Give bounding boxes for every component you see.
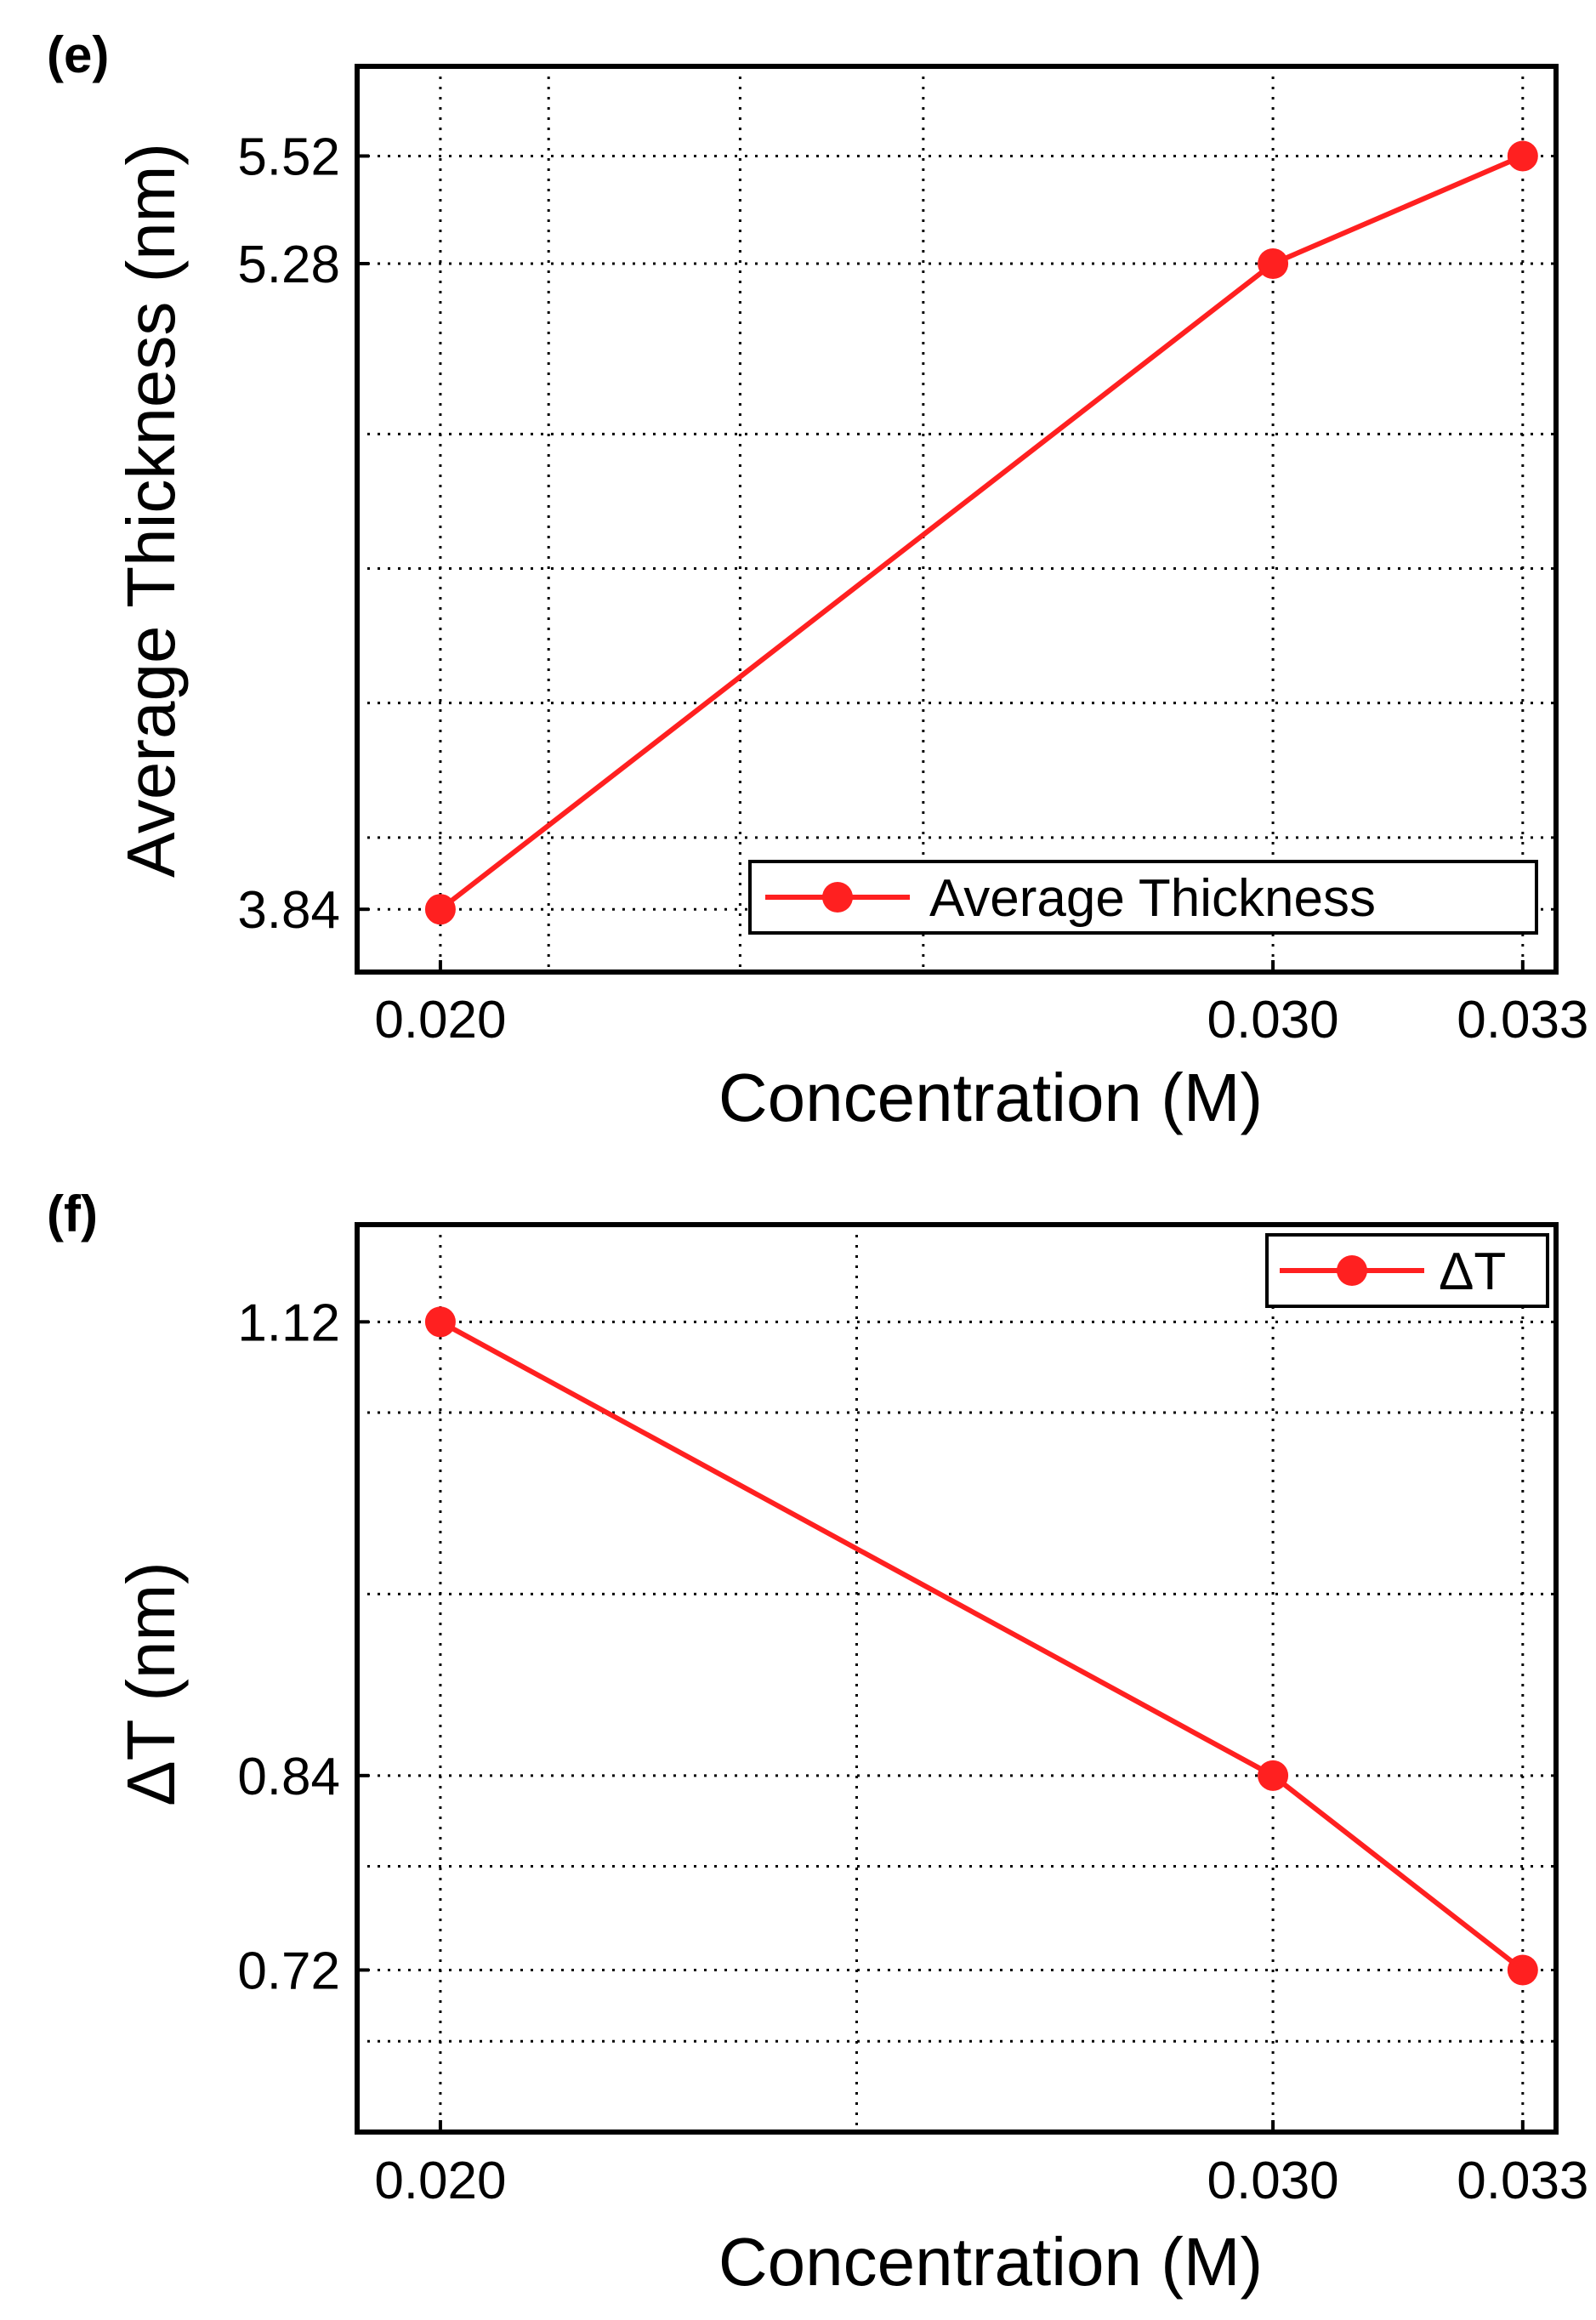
grid [357,1225,1556,2132]
y-tick-label: 5.52 [237,128,340,186]
legend-marker [822,882,853,913]
legend: Average Thickness [748,860,1538,935]
plot-frame [355,64,1559,975]
data-point [1258,247,1289,279]
series-line [439,153,1525,912]
data-point [424,894,456,925]
x-axis-title: Concentration (M) [718,1060,1263,1135]
data-point [1507,140,1538,172]
legend-label: Average Thickness [929,869,1376,928]
data-point [424,1306,456,1338]
x-tick-label: 0.030 [1207,991,1339,1049]
chart-panel-f: (f) 0.020 0.030 0.033 0.72 0.84 1.12 Con… [47,1186,1588,2300]
y-tick-label: 1.12 [237,1294,340,1352]
panel-label: (f) [47,1186,98,1242]
plot-area [424,1306,1538,1986]
legend: ΔT [1265,1233,1549,1308]
x-tick-label: 0.030 [1207,2152,1339,2210]
legend-marker [1337,1255,1367,1286]
panel-label: (e) [47,26,109,83]
x-tick-label: 0.020 [374,991,506,1049]
chart-panel-e: (e) 0.020 0.030 0.033 3.84 5.28 5.52 Con… [47,26,1588,1135]
axis-ticks [357,154,1525,972]
x-tick-labels: 0.020 0.030 0.033 [374,2152,1588,2210]
axis-ticks [357,1320,1525,2132]
y-tick-label: 3.84 [237,881,340,940]
legend-label: ΔT [1439,1242,1506,1301]
x-tick-label: 0.020 [374,2152,506,2210]
y-tick-labels: 3.84 5.28 5.52 [237,128,340,940]
y-tick-labels: 0.72 0.84 1.12 [237,1294,340,2000]
series-line [439,1319,1525,1972]
x-tick-labels: 0.020 0.030 0.033 [374,991,1588,1049]
plot-area [424,140,1538,925]
x-tick-label: 0.033 [1457,2152,1588,2210]
data-point [1258,1760,1289,1791]
y-tick-label: 5.28 [237,236,340,294]
y-axis-title: ΔT (nm) [113,1561,189,1806]
y-tick-label: 0.72 [237,1942,340,2000]
y-tick-label: 0.84 [237,1748,340,1806]
data-point [1507,1954,1538,1986]
x-axis-title: Concentration (M) [718,2224,1263,2300]
y-axis-title: Average Thickness (nm) [113,143,189,878]
x-tick-label: 0.033 [1457,991,1588,1049]
plot-frame [355,1222,1559,2135]
